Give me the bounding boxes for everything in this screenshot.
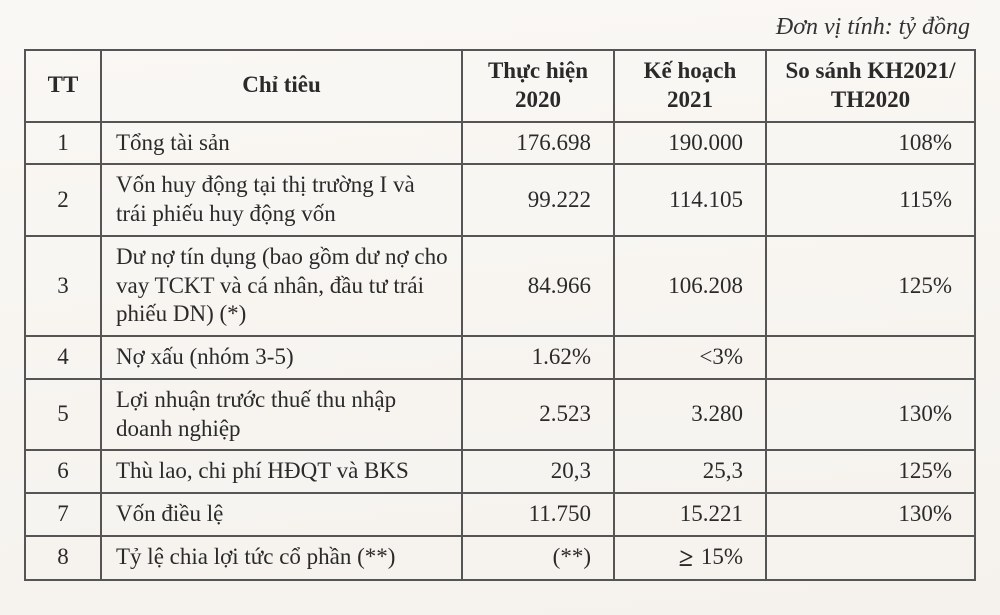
cell-kh2021-value: 15% bbox=[701, 543, 743, 572]
cell-th2020: 11.750 bbox=[462, 493, 614, 536]
cell-name: Vốn huy động tại thị trường I và trái ph… bbox=[101, 164, 462, 236]
table-row: 5 Lợi nhuận trước thuế thu nhập doanh ng… bbox=[25, 379, 975, 451]
cell-kh2021: 3.280 bbox=[614, 379, 766, 451]
cell-tt: 7 bbox=[25, 493, 101, 536]
col-header-sosanh: So sánh KH2021/ TH2020 bbox=[766, 50, 975, 122]
cell-th2020: 2.523 bbox=[462, 379, 614, 451]
document-page: Đơn vị tính: tỷ đồng TT Chỉ tiêu Thực hi… bbox=[0, 0, 1000, 615]
cell-name: Thù lao, chi phí HĐQT và BKS bbox=[101, 450, 462, 493]
cell-th2020: 1.62% bbox=[462, 336, 614, 379]
cell-th2020: 84.966 bbox=[462, 236, 614, 336]
cell-sosanh: 115% bbox=[766, 164, 975, 236]
cell-tt: 8 bbox=[25, 536, 101, 580]
table-row: 3 Dư nợ tín dụng (bao gồm dư nợ cho vay … bbox=[25, 236, 975, 336]
cell-tt: 2 bbox=[25, 164, 101, 236]
table-row: 7 Vốn điều lệ 11.750 15.221 130% bbox=[25, 493, 975, 536]
cell-kh2021: ≥ 15% bbox=[614, 536, 766, 580]
col-header-name: Chỉ tiêu bbox=[101, 50, 462, 122]
table-row: 1 Tổng tài sản 176.698 190.000 108% bbox=[25, 122, 975, 165]
cell-kh2021: 25,3 bbox=[614, 450, 766, 493]
cell-name: Nợ xấu (nhóm 3-5) bbox=[101, 336, 462, 379]
cell-sosanh: 130% bbox=[766, 493, 975, 536]
cell-th2020: (**) bbox=[462, 536, 614, 580]
cell-tt: 4 bbox=[25, 336, 101, 379]
gte-icon: ≥ bbox=[678, 545, 694, 571]
cell-sosanh: 125% bbox=[766, 450, 975, 493]
cell-th2020: 99.222 bbox=[462, 164, 614, 236]
table-row: 2 Vốn huy động tại thị trường I và trái … bbox=[25, 164, 975, 236]
cell-kh2021: 114.105 bbox=[614, 164, 766, 236]
table-row: 6 Thù lao, chi phí HĐQT và BKS 20,3 25,3… bbox=[25, 450, 975, 493]
table-row: 4 Nợ xấu (nhóm 3-5) 1.62% <3% bbox=[25, 336, 975, 379]
cell-kh2021: 106.208 bbox=[614, 236, 766, 336]
col-header-kh2021: Kế hoạch 2021 bbox=[614, 50, 766, 122]
col-header-th2020: Thực hiện 2020 bbox=[462, 50, 614, 122]
cell-name: Tỷ lệ chia lợi tức cổ phần (**) bbox=[101, 536, 462, 580]
cell-sosanh: 108% bbox=[766, 122, 975, 165]
cell-sosanh: 130% bbox=[766, 379, 975, 451]
financial-table: TT Chỉ tiêu Thực hiện 2020 Kế hoạch 2021… bbox=[24, 49, 976, 581]
cell-kh2021: 190.000 bbox=[614, 122, 766, 165]
cell-tt: 6 bbox=[25, 450, 101, 493]
unit-label: Đơn vị tính: tỷ đồng bbox=[24, 14, 970, 41]
cell-tt: 1 bbox=[25, 122, 101, 165]
cell-tt: 3 bbox=[25, 236, 101, 336]
cell-name: Lợi nhuận trước thuế thu nhập doanh nghi… bbox=[101, 379, 462, 451]
cell-sosanh bbox=[766, 336, 975, 379]
cell-sosanh bbox=[766, 536, 975, 580]
cell-th2020: 176.698 bbox=[462, 122, 614, 165]
cell-th2020: 20,3 bbox=[462, 450, 614, 493]
table-row: 8 Tỷ lệ chia lợi tức cổ phần (**) (**) ≥… bbox=[25, 536, 975, 580]
cell-kh2021: 15.221 bbox=[614, 493, 766, 536]
col-header-tt: TT bbox=[25, 50, 101, 122]
cell-tt: 5 bbox=[25, 379, 101, 451]
cell-name: Dư nợ tín dụng (bao gồm dư nợ cho vay TC… bbox=[101, 236, 462, 336]
cell-sosanh: 125% bbox=[766, 236, 975, 336]
table-header-row: TT Chỉ tiêu Thực hiện 2020 Kế hoạch 2021… bbox=[25, 50, 975, 122]
cell-name: Tổng tài sản bbox=[101, 122, 462, 165]
cell-name: Vốn điều lệ bbox=[101, 493, 462, 536]
cell-kh2021: <3% bbox=[614, 336, 766, 379]
